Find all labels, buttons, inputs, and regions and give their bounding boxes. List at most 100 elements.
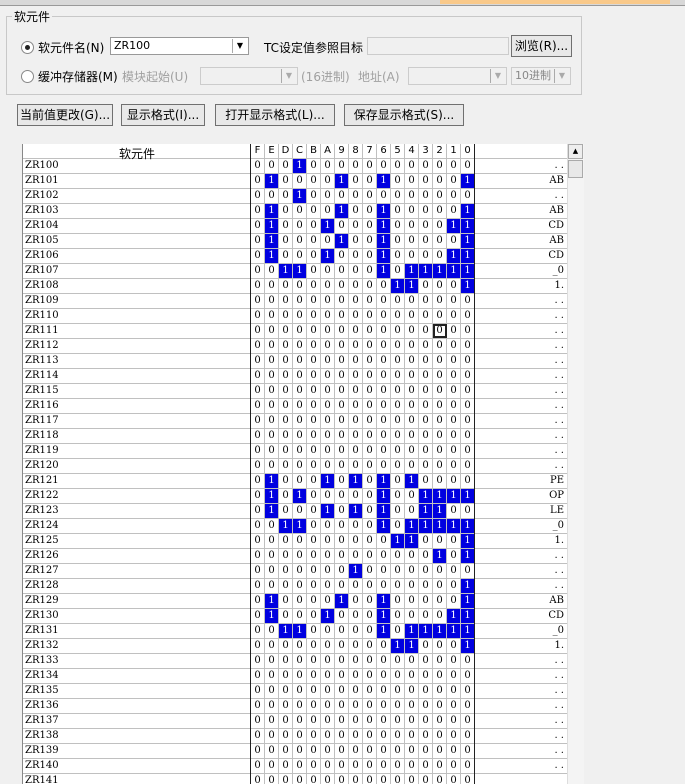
bit-cell-5[interactable]: 0 <box>391 489 405 503</box>
bit-cell-5[interactable]: 0 <box>391 609 405 623</box>
bit-cell-7[interactable]: 0 <box>363 624 377 638</box>
bit-cell-3[interactable]: 0 <box>419 594 433 608</box>
bit-cell-6[interactable]: 1 <box>377 264 391 278</box>
bit-cell-E[interactable]: 0 <box>265 684 279 698</box>
browse-button[interactable]: 浏览(R)... <box>511 35 572 57</box>
bit-cell-E[interactable]: 0 <box>265 459 279 473</box>
bit-cell-7[interactable]: 0 <box>363 729 377 743</box>
bit-cell-A[interactable]: 0 <box>321 549 335 563</box>
bit-cell-5[interactable]: 0 <box>391 159 405 173</box>
bit-cell-D[interactable]: 0 <box>279 549 293 563</box>
bit-cell-8[interactable]: 0 <box>349 684 363 698</box>
bit-cell-A[interactable]: 0 <box>321 159 335 173</box>
bit-cell-3[interactable]: 0 <box>419 534 433 548</box>
bit-cell-1[interactable]: 0 <box>447 654 461 668</box>
bit-cell-E[interactable]: 1 <box>265 504 279 518</box>
bit-cell-6[interactable]: 1 <box>377 519 391 533</box>
bit-cell-8[interactable]: 1 <box>349 474 363 488</box>
bit-cell-C[interactable]: 0 <box>293 729 307 743</box>
bit-cell-A[interactable]: 0 <box>321 684 335 698</box>
device-name-radio[interactable] <box>21 41 34 54</box>
bit-cell-A[interactable]: 0 <box>321 174 335 188</box>
bit-cell-1[interactable]: 0 <box>447 639 461 653</box>
bit-cell-C[interactable]: 0 <box>293 774 307 784</box>
bit-cell-2[interactable]: 1 <box>433 519 447 533</box>
bit-cell-5[interactable]: 0 <box>391 174 405 188</box>
bit-cell-6[interactable]: 0 <box>377 654 391 668</box>
bit-cell-D[interactable]: 0 <box>279 294 293 308</box>
bit-cell-6[interactable]: 0 <box>377 774 391 784</box>
bit-cell-7[interactable]: 0 <box>363 489 377 503</box>
bit-cell-9[interactable]: 0 <box>335 189 349 203</box>
bit-cell-D[interactable]: 0 <box>279 414 293 428</box>
bit-cell-F[interactable]: 0 <box>251 384 265 398</box>
bit-cell-6[interactable]: 1 <box>377 234 391 248</box>
bit-cell-E[interactable]: 0 <box>265 564 279 578</box>
bit-cell-F[interactable]: 0 <box>251 429 265 443</box>
bit-cell-B[interactable]: 0 <box>307 294 321 308</box>
bit-cell-7[interactable]: 0 <box>363 459 377 473</box>
bit-cell-3[interactable]: 0 <box>419 774 433 784</box>
bit-cell-B[interactable]: 0 <box>307 369 321 383</box>
bit-cell-6[interactable]: 0 <box>377 339 391 353</box>
bit-cell-B[interactable]: 0 <box>307 189 321 203</box>
bit-cell-3[interactable]: 0 <box>419 564 433 578</box>
bit-cell-E[interactable]: 0 <box>265 279 279 293</box>
bit-cell-6[interactable]: 0 <box>377 159 391 173</box>
bit-cell-7[interactable]: 0 <box>363 474 377 488</box>
bit-cell-8[interactable]: 0 <box>349 414 363 428</box>
bit-cell-8[interactable]: 0 <box>349 669 363 683</box>
bit-cell-D[interactable]: 0 <box>279 309 293 323</box>
bit-cell-9[interactable]: 0 <box>335 294 349 308</box>
bit-cell-3[interactable]: 0 <box>419 414 433 428</box>
bit-cell-8[interactable]: 0 <box>349 249 363 263</box>
bit-cell-9[interactable]: 0 <box>335 519 349 533</box>
bit-cell-4[interactable]: 0 <box>405 489 419 503</box>
bit-cell-4[interactable]: 1 <box>405 474 419 488</box>
bit-cell-5[interactable]: 0 <box>391 234 405 248</box>
bit-cell-8[interactable]: 0 <box>349 339 363 353</box>
bit-cell-5[interactable]: 0 <box>391 549 405 563</box>
bit-cell-5[interactable]: 0 <box>391 354 405 368</box>
bit-cell-3[interactable]: 0 <box>419 204 433 218</box>
bit-cell-0[interactable]: 1 <box>461 639 475 653</box>
bit-cell-9[interactable]: 0 <box>335 654 349 668</box>
bit-cell-C[interactable]: 0 <box>293 339 307 353</box>
bit-cell-3[interactable]: 0 <box>419 234 433 248</box>
bit-cell-C[interactable]: 0 <box>293 399 307 413</box>
bit-cell-5[interactable]: 0 <box>391 399 405 413</box>
bit-cell-1[interactable]: 0 <box>447 189 461 203</box>
bit-cell-2[interactable]: 0 <box>433 594 447 608</box>
bit-cell-6[interactable]: 0 <box>377 579 391 593</box>
change-current-value-button[interactable]: 当前值更改(G)... <box>17 104 113 126</box>
bit-cell-7[interactable]: 0 <box>363 414 377 428</box>
bit-cell-F[interactable]: 0 <box>251 414 265 428</box>
bit-cell-E[interactable]: 1 <box>265 609 279 623</box>
bit-cell-1[interactable]: 1 <box>447 609 461 623</box>
bit-cell-1[interactable]: 0 <box>447 444 461 458</box>
bit-cell-6[interactable]: 0 <box>377 189 391 203</box>
bit-cell-F[interactable]: 0 <box>251 474 265 488</box>
bit-cell-D[interactable]: 0 <box>279 744 293 758</box>
bit-cell-8[interactable]: 0 <box>349 174 363 188</box>
bit-cell-0[interactable]: 1 <box>461 249 475 263</box>
bit-cell-B[interactable]: 0 <box>307 264 321 278</box>
bit-cell-B[interactable]: 0 <box>307 474 321 488</box>
bit-cell-B[interactable]: 0 <box>307 279 321 293</box>
bit-cell-C[interactable]: 1 <box>293 624 307 638</box>
bit-cell-E[interactable]: 1 <box>265 249 279 263</box>
bit-cell-9[interactable]: 0 <box>335 429 349 443</box>
bit-cell-6[interactable]: 0 <box>377 639 391 653</box>
bit-cell-0[interactable]: 0 <box>461 744 475 758</box>
bit-cell-1[interactable]: 0 <box>447 534 461 548</box>
bit-cell-0[interactable]: 1 <box>461 489 475 503</box>
bit-cell-0[interactable]: 0 <box>461 324 475 338</box>
bit-cell-0[interactable]: 0 <box>461 189 475 203</box>
bit-cell-1[interactable]: 0 <box>447 204 461 218</box>
bit-cell-B[interactable]: 0 <box>307 729 321 743</box>
bit-cell-8[interactable]: 0 <box>349 699 363 713</box>
bit-cell-9[interactable]: 1 <box>335 234 349 248</box>
bit-cell-F[interactable]: 0 <box>251 309 265 323</box>
bit-cell-F[interactable]: 0 <box>251 519 265 533</box>
bit-cell-F[interactable]: 0 <box>251 579 265 593</box>
